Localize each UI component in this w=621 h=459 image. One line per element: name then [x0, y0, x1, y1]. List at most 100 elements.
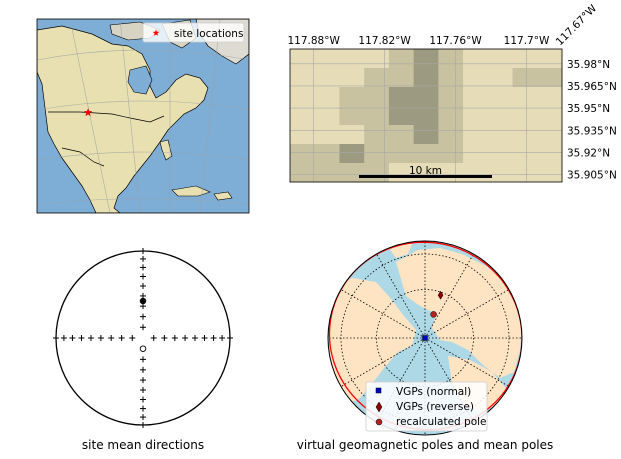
terrain-cell: [314, 87, 340, 107]
terrain-cell: [487, 87, 514, 107]
terrain-cell: [463, 125, 489, 145]
terrain-cell: [314, 163, 340, 183]
terrain-cell: [463, 68, 489, 88]
terrain-cell: [463, 106, 489, 126]
map2-x-tick-label: 117.76°W: [429, 35, 482, 47]
florida-land: [159, 139, 173, 161]
terrain-cell: [512, 106, 538, 126]
globe-meridian: [424, 337, 510, 387]
terrain-cell: [512, 68, 538, 88]
orthographic-vgp-globe: VGPs (normal) VGPs (reverse) recalculate…: [297, 240, 553, 452]
map2-y-tick-label: 35.935°N: [567, 125, 617, 137]
terrain-cell: [512, 125, 538, 145]
terrain-cell: [364, 125, 390, 145]
terrain-cell: [413, 49, 439, 69]
local-terrain-map: 117.88°W 117.82°W 117.76°W 117.7°W 117.67°W …: [287, 2, 617, 183]
globe-legend: VGPs (normal) VGPs (reverse) recalculate…: [365, 381, 488, 432]
terrain-cell: [339, 163, 365, 183]
terrain-cell: [487, 125, 514, 145]
equal-area-site-directions: site mean directions: [53, 248, 233, 452]
terrain-gridlines: [290, 49, 562, 182]
map2-x-tick-label: 117.88°W: [287, 35, 340, 47]
terrain-cell: [314, 49, 340, 69]
scale-bar: 10 km: [359, 165, 492, 178]
terrain-cell: [388, 125, 415, 145]
vgp-normal-point: [422, 335, 428, 341]
terrain-cell: [512, 49, 538, 69]
terrain-cell: [339, 87, 365, 107]
legend-label-vgps-normal: VGPs (normal): [396, 386, 471, 398]
globe-land-north-america: [330, 278, 416, 404]
map1-legend: site locations: [142, 22, 245, 43]
legend-square-marker: [375, 387, 382, 394]
legend-label-recalculated-pole: recalculated pole: [396, 416, 487, 428]
direction-point-upper: [139, 345, 147, 352]
map2-y-tick-label: 35.965°N: [567, 81, 617, 93]
stereonet-tick-marks: [53, 248, 233, 428]
globe-land-eurasia: [396, 248, 522, 378]
map2-x-tick-label: 117.82°W: [358, 35, 411, 47]
terrain-cell: [413, 87, 439, 107]
terrain-cell: [290, 163, 316, 183]
terrain-cell: [487, 144, 514, 164]
terrain-cell: [438, 106, 464, 126]
terrain-cell: [314, 106, 340, 126]
terrain-cell: [438, 49, 464, 69]
legend-circle-marker: [375, 418, 383, 426]
terrain-cell: [512, 163, 538, 183]
terrain-cell: [364, 106, 390, 126]
terrain-cell: [487, 49, 514, 69]
terrain-cell: [314, 125, 340, 145]
map2-y-tick-label: 35.98°N: [567, 59, 610, 71]
legend-star-marker: [152, 29, 160, 36]
map2-frame: [289, 48, 563, 183]
terrain-cell: [364, 68, 390, 88]
direction-point-lower: [139, 297, 147, 305]
terrain-cell: [487, 106, 514, 126]
terrain-cell: [537, 87, 563, 107]
terrain-cell: [413, 106, 439, 126]
terrain-cell: [537, 163, 563, 183]
terrain-cell: [537, 125, 563, 145]
terrain-cell: [364, 87, 390, 107]
terrain-cell: [290, 106, 316, 126]
map2-x-tick-labels: 117.88°W 117.82°W 117.76°W 117.7°W 117.67°W: [287, 2, 599, 48]
site-location-marker: [83, 108, 93, 117]
vgp-reverse-point: [437, 290, 444, 300]
terrain-cell: [388, 87, 415, 107]
graticule: [37, 19, 249, 213]
terrain-cell: [512, 87, 538, 107]
terrain-cell: [388, 106, 415, 126]
terrain-cell: [388, 144, 415, 164]
scale-bar-label: 10 km: [409, 165, 442, 177]
terrain-cell: [339, 125, 365, 145]
terrain-cell: [339, 144, 365, 164]
vgp-points: [422, 290, 444, 341]
terrain-cell: [537, 49, 563, 69]
terrain-cell: [364, 163, 390, 183]
map2-y-tick-label: 35.95°N: [567, 103, 610, 115]
terrain-cell: [364, 49, 390, 69]
map-north-america: site locations: [36, 18, 250, 214]
map2-x-tick-label: 117.67°W: [554, 2, 600, 48]
a95-confidence-circle: [328, 241, 522, 431]
terrain-cell: [537, 144, 563, 164]
terrain-cell: [438, 144, 464, 164]
terrain-cell: [413, 144, 439, 164]
map2-y-tick-label: 35.92°N: [567, 147, 610, 159]
terrain-cell: [388, 68, 415, 88]
legend-diamond-marker: [375, 401, 383, 413]
terrain-cell: [388, 49, 415, 69]
globe-meridian: [424, 253, 474, 339]
terrain-cell: [438, 87, 464, 107]
terrain-cell: [290, 144, 316, 164]
terrain-cell: [438, 125, 464, 145]
globe-outline: [327, 240, 523, 436]
terrain-cell: [339, 106, 365, 126]
legend-label-site-locations: site locations: [174, 28, 243, 40]
terrain-cell: [314, 68, 340, 88]
site-direction-points: [139, 297, 147, 352]
terrain-cell: [463, 49, 489, 69]
map2-y-tick-labels: 35.98°N 35.965°N 35.95°N 35.935°N 35.92°N 35.…: [567, 59, 617, 182]
globe-meridian: [376, 253, 426, 339]
